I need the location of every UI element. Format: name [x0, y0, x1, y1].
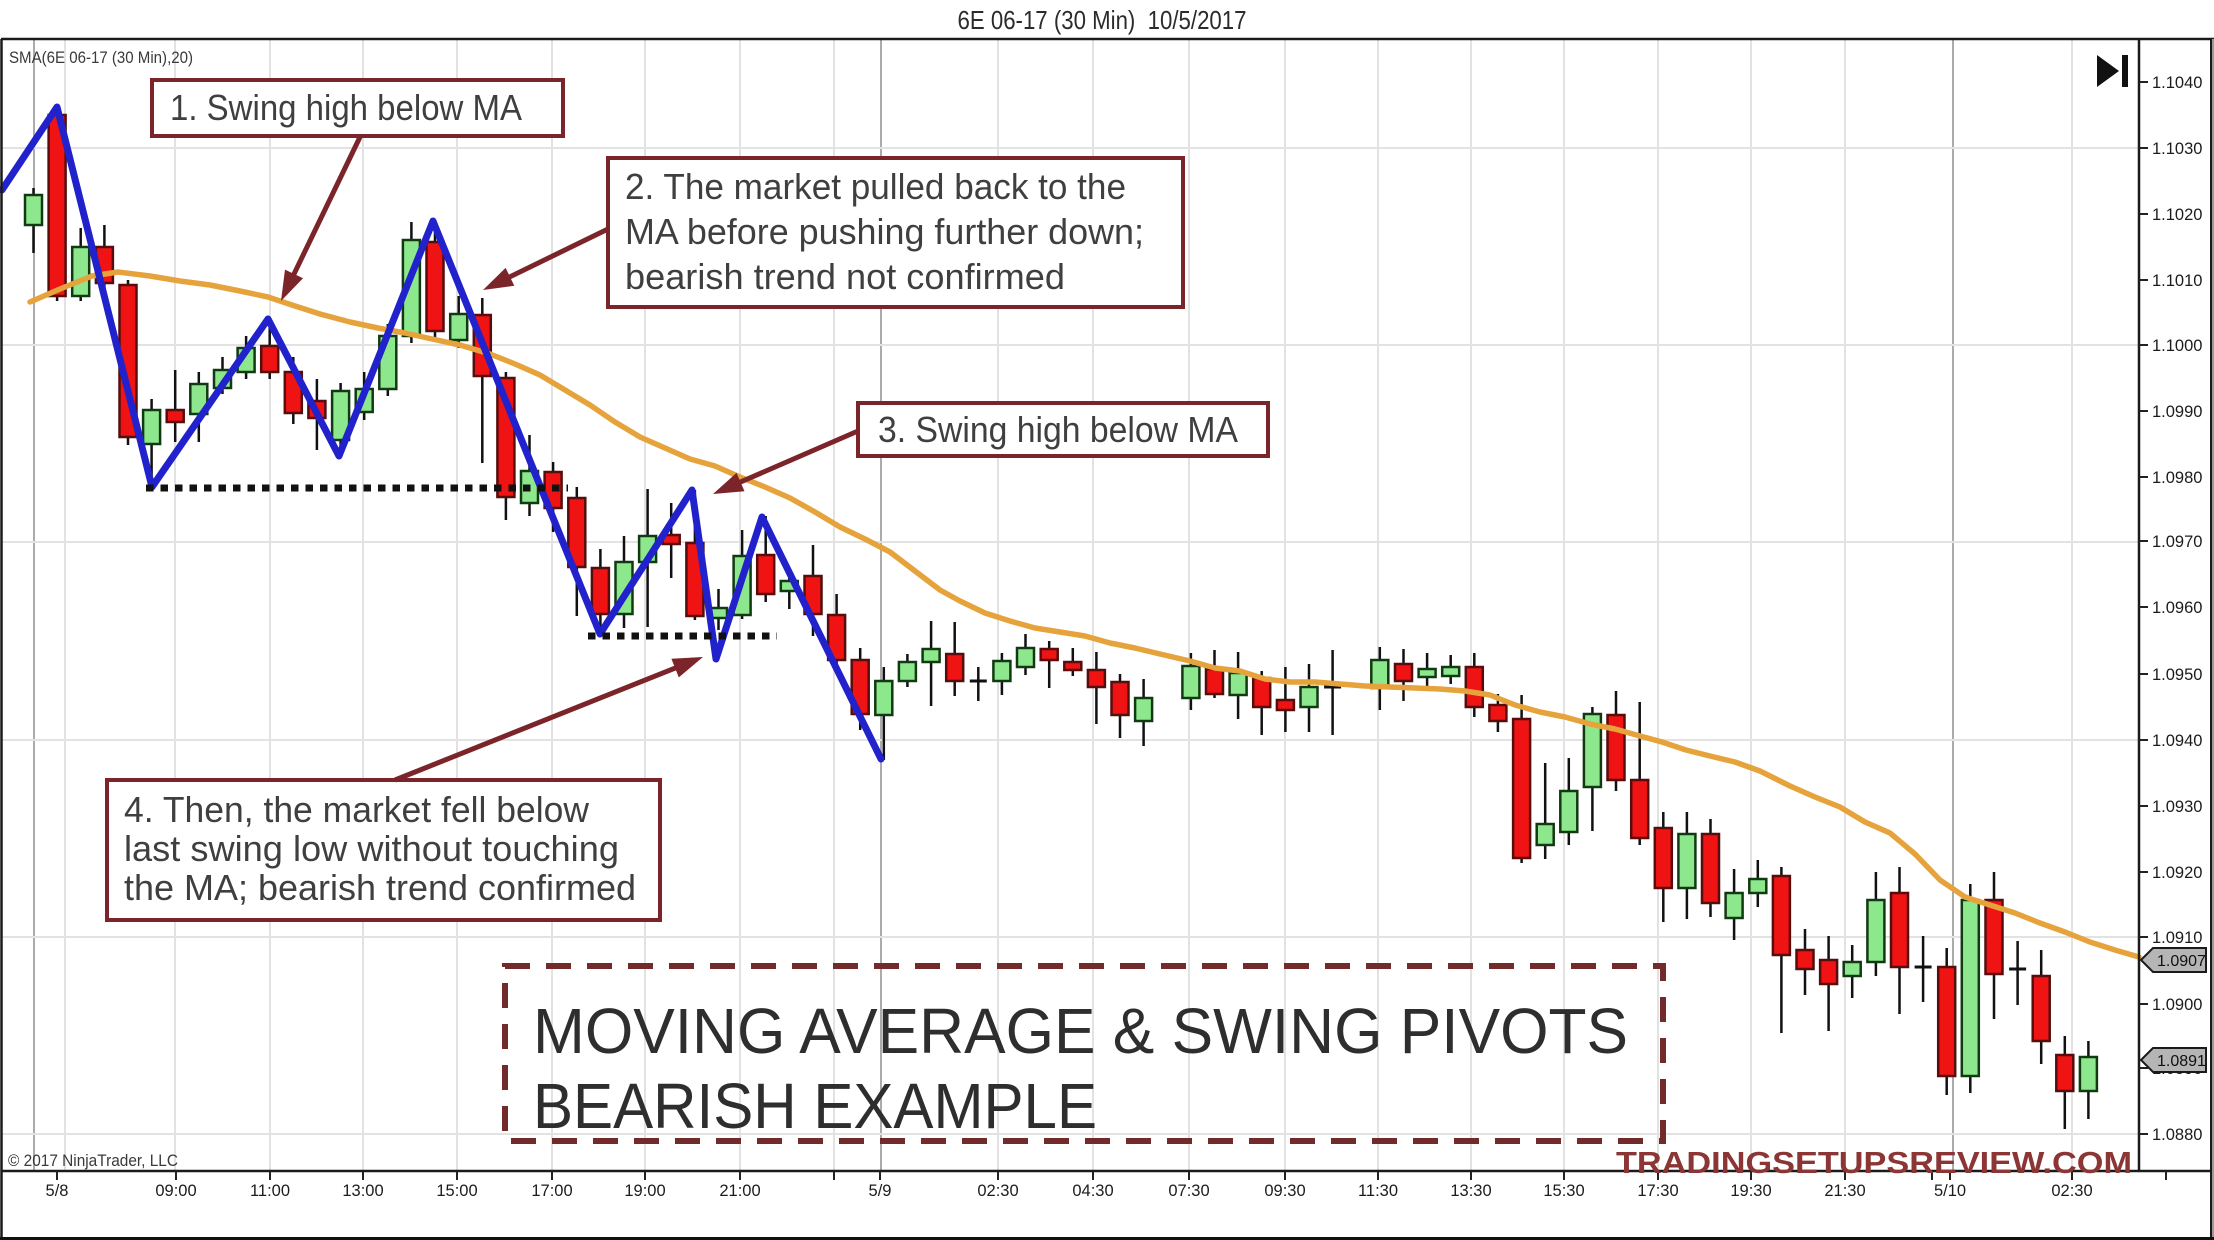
svg-text:21:30: 21:30 — [1824, 1182, 1865, 1200]
svg-text:21:00: 21:00 — [719, 1182, 760, 1200]
svg-text:09:30: 09:30 — [1264, 1182, 1305, 1200]
svg-text:1.0990: 1.0990 — [2152, 403, 2202, 421]
svg-text:6E 06-17 (30 Min) 10/5/2017: 6E 06-17 (30 Min) 10/5/2017 — [958, 5, 1247, 35]
svg-text:1.0940: 1.0940 — [2152, 732, 2202, 750]
svg-text:5/10: 5/10 — [1934, 1182, 1966, 1200]
svg-text:TRADINGSETUPSREVIEW.COM: TRADINGSETUPSREVIEW.COM — [1616, 1145, 2132, 1180]
svg-text:SMA(6E 06-17 (30 Min),20): SMA(6E 06-17 (30 Min),20) — [9, 49, 193, 67]
svg-text:11:00: 11:00 — [250, 1182, 290, 1200]
svg-text:1.0920: 1.0920 — [2152, 864, 2202, 882]
svg-text:the MA; bearish trend confirme: the MA; bearish trend confirmed — [124, 867, 636, 908]
svg-text:bearish trend not confirmed: bearish trend not confirmed — [625, 256, 1065, 297]
svg-text:1.0960: 1.0960 — [2152, 599, 2202, 617]
svg-text:MA before pushing further down: MA before pushing further down; — [625, 211, 1144, 252]
svg-text:07:30: 07:30 — [1168, 1182, 1209, 1200]
svg-text:02:30: 02:30 — [977, 1182, 1018, 1200]
svg-text:BEARISH EXAMPLE: BEARISH EXAMPLE — [533, 1070, 1097, 1142]
svg-text:1. Swing high below MA: 1. Swing high below MA — [170, 87, 522, 128]
svg-text:5/9: 5/9 — [869, 1182, 892, 1200]
svg-text:1.0900: 1.0900 — [2152, 996, 2202, 1014]
svg-text:3. Swing high below MA: 3. Swing high below MA — [878, 409, 1238, 450]
svg-text:1.1020: 1.1020 — [2152, 206, 2202, 224]
svg-text:04:30: 04:30 — [1072, 1182, 1113, 1200]
svg-text:09:00: 09:00 — [155, 1182, 196, 1200]
svg-text:15:30: 15:30 — [1543, 1182, 1584, 1200]
svg-text:1.1010: 1.1010 — [2152, 272, 2202, 290]
svg-text:1.1000: 1.1000 — [2152, 337, 2202, 355]
svg-text:1.0980: 1.0980 — [2152, 469, 2202, 487]
svg-text:© 2017 NinjaTrader, LLC: © 2017 NinjaTrader, LLC — [8, 1152, 178, 1170]
svg-text:13:30: 13:30 — [1450, 1182, 1491, 1200]
svg-text:1.1040: 1.1040 — [2152, 74, 2202, 92]
svg-text:last swing low without touchin: last swing low without touching — [124, 828, 619, 869]
svg-text:02:30: 02:30 — [2051, 1182, 2092, 1200]
svg-text:1.1030: 1.1030 — [2152, 140, 2202, 158]
svg-text:15:00: 15:00 — [436, 1182, 477, 1200]
svg-text:19:00: 19:00 — [624, 1182, 665, 1200]
svg-text:19:30: 19:30 — [1730, 1182, 1771, 1200]
svg-text:4. Then, the market fell below: 4. Then, the market fell below — [124, 789, 590, 830]
svg-text:13:00: 13:00 — [342, 1182, 383, 1200]
svg-text:1.0891: 1.0891 — [2157, 1053, 2206, 1070]
svg-text:1.0950: 1.0950 — [2152, 666, 2202, 684]
svg-text:5/8: 5/8 — [46, 1182, 69, 1200]
svg-text:1.0930: 1.0930 — [2152, 798, 2202, 816]
svg-text:1.0970: 1.0970 — [2152, 533, 2202, 551]
svg-text:11:30: 11:30 — [1358, 1182, 1398, 1200]
svg-text:1.0907: 1.0907 — [2157, 953, 2206, 970]
svg-text:1.0910: 1.0910 — [2152, 929, 2202, 947]
svg-text:MOVING AVERAGE & SWING PIVOTS: MOVING AVERAGE & SWING PIVOTS — [533, 995, 1628, 1067]
svg-text:2. The market pulled back to t: 2. The market pulled back to the — [625, 166, 1126, 207]
svg-text:17:30: 17:30 — [1637, 1182, 1678, 1200]
svg-text:17:00: 17:00 — [531, 1182, 572, 1200]
svg-text:1.0880: 1.0880 — [2152, 1126, 2202, 1144]
